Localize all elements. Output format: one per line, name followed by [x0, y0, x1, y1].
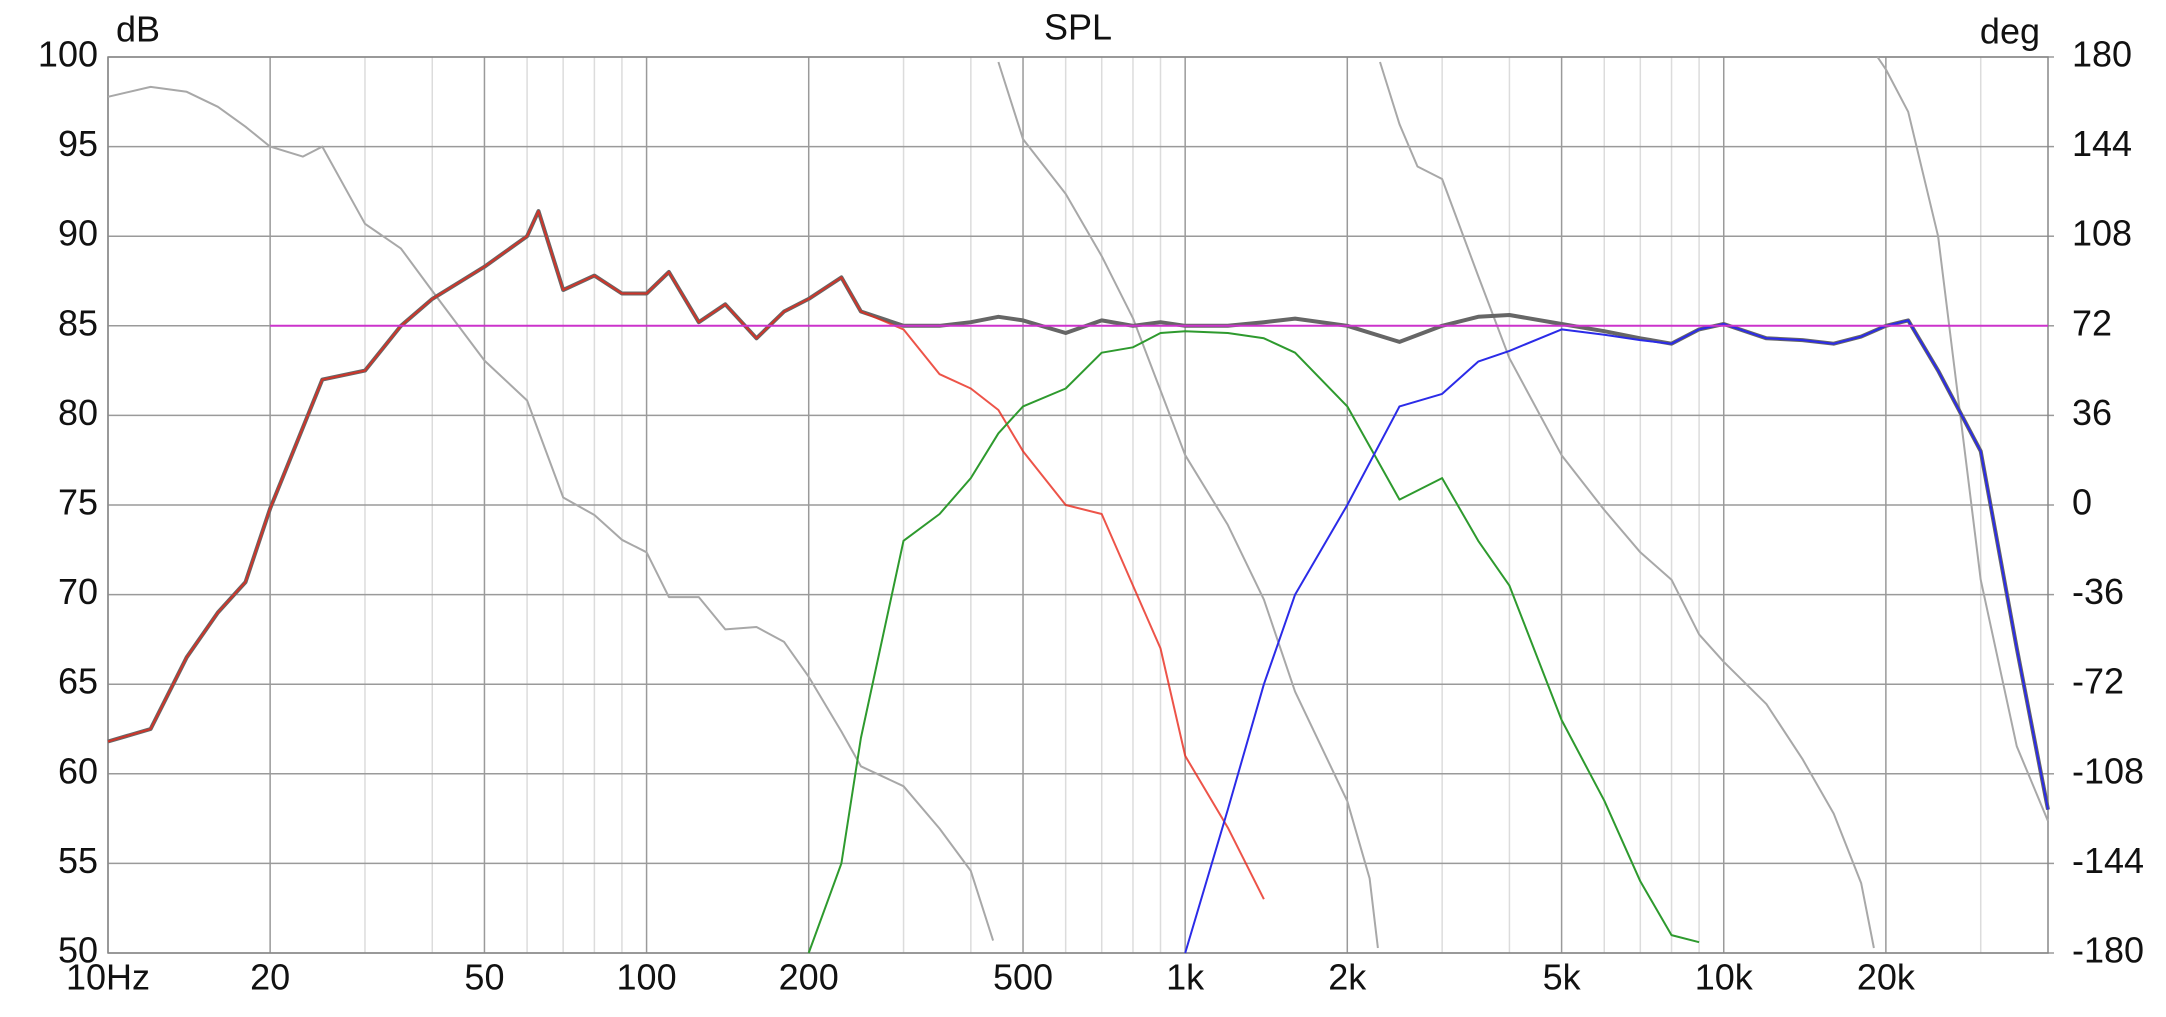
- y2-tick-label: -108: [2072, 750, 2144, 791]
- y2-tick-label: -72: [2072, 661, 2124, 702]
- x-tick-label: 2k: [1328, 957, 1367, 998]
- x-tick-label: 20: [250, 957, 290, 998]
- plot-frame: [107, 56, 2049, 954]
- y-tick-label: 50: [58, 930, 98, 971]
- y-tick-label: 65: [58, 661, 98, 702]
- y-tick-label: 95: [58, 123, 98, 164]
- x-tick-label: 20k: [1857, 957, 1916, 998]
- y-tick-label: 60: [58, 750, 98, 791]
- x-tick-label: 1k: [1166, 957, 1205, 998]
- y2-tick-label: 144: [2072, 123, 2132, 164]
- y2-axis-label: deg: [1980, 11, 2040, 52]
- y2-tick-label: 72: [2072, 302, 2112, 343]
- y2-tick-label: 108: [2072, 213, 2132, 254]
- x-tick-label: 200: [779, 957, 839, 998]
- y2-tick-label: 0: [2072, 482, 2092, 523]
- y-axis-label: dB: [116, 9, 160, 50]
- series-line: [107, 210, 1265, 900]
- series-line: [107, 56, 2049, 949]
- y-tick-label: 85: [58, 302, 98, 343]
- y-tick-label: 80: [58, 392, 98, 433]
- x-tick-label: 10Hz: [66, 957, 150, 998]
- y2-tick-label: -36: [2072, 571, 2124, 612]
- y2-tick-label: 36: [2072, 392, 2112, 433]
- x-tick-label: 100: [617, 957, 677, 998]
- y-tick-label: 100: [38, 34, 98, 75]
- x-tick-label: 50: [464, 957, 504, 998]
- y-tick-label: 55: [58, 840, 98, 881]
- x-tick-label: 500: [993, 957, 1053, 998]
- x-tick-label: 10k: [1695, 957, 1754, 998]
- y-tick-label: 75: [58, 482, 98, 523]
- y-tick-label: 90: [58, 213, 98, 254]
- y-tick-label: 70: [58, 571, 98, 612]
- y2-tick-label: -180: [2072, 930, 2144, 971]
- chart-title: SPL: [1044, 7, 1112, 48]
- series-line: [1184, 319, 2049, 954]
- y2-tick-label: -144: [2072, 840, 2144, 881]
- x-tick-label: 5k: [1543, 957, 1582, 998]
- series-line: [807, 330, 1700, 954]
- y2-tick-label: 180: [2072, 34, 2132, 75]
